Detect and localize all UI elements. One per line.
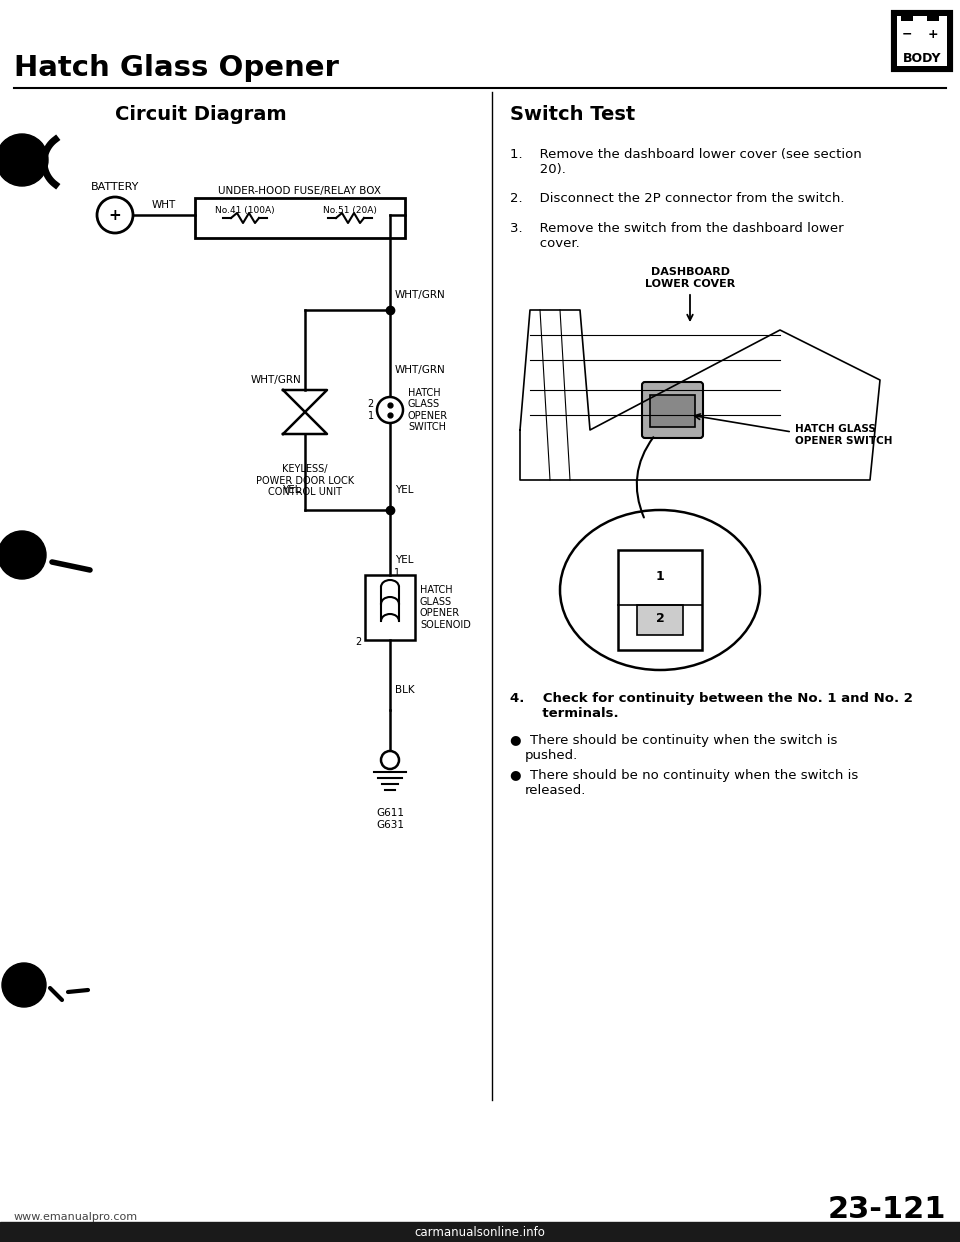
Text: HATCH GLASS
OPENER SWITCH: HATCH GLASS OPENER SWITCH [795,425,893,446]
Text: BLK: BLK [395,686,415,696]
Circle shape [2,963,46,1007]
Circle shape [0,532,46,579]
Circle shape [0,134,48,186]
Text: released.: released. [525,784,587,797]
Text: BODY: BODY [902,51,941,65]
Text: WHT/GRN: WHT/GRN [251,375,301,385]
Text: ●  There should be continuity when the switch is: ● There should be continuity when the sw… [510,734,837,746]
Text: HATCH
GLASS
OPENER
SOLENOID: HATCH GLASS OPENER SOLENOID [420,585,470,630]
Text: 2: 2 [356,637,362,647]
Text: −: − [901,27,912,41]
Polygon shape [283,390,327,412]
Text: UNDER-HOOD FUSE/RELAY BOX: UNDER-HOOD FUSE/RELAY BOX [219,186,381,196]
Text: +: + [927,27,938,41]
Bar [637,605,683,635]
Text: www.emanualpro.com: www.emanualpro.com [14,1212,138,1222]
Text: 20).: 20). [510,163,565,176]
Polygon shape [283,412,327,433]
Bar [901,11,913,21]
Text: cover.: cover. [510,237,580,250]
Text: terminals.: terminals. [510,707,618,720]
Text: BATTERY: BATTERY [91,183,139,193]
Text: carmanualsonline.info: carmanualsonline.info [415,1226,545,1238]
Bar [618,550,702,650]
Text: No.41 (100A): No.41 (100A) [215,205,275,215]
Text: 23-121: 23-121 [828,1196,946,1225]
Bar [650,395,695,427]
Text: Circuit Diagram: Circuit Diagram [115,106,287,124]
Text: WHT: WHT [152,200,176,210]
Text: 1: 1 [368,411,374,421]
Text: YEL: YEL [282,484,301,496]
Text: DASHBOARD: DASHBOARD [651,267,730,277]
Text: KEYLESS/
POWER DOOR LOCK
CONTROL UNIT: KEYLESS/ POWER DOOR LOCK CONTROL UNIT [256,465,354,497]
Text: G611
G631: G611 G631 [376,809,404,830]
Text: 3.    Remove the switch from the dashboard lower: 3. Remove the switch from the dashboard … [510,222,844,235]
Bar [0,1222,960,1242]
Text: WHT/GRN: WHT/GRN [395,365,445,375]
Text: Hatch Glass Opener: Hatch Glass Opener [14,53,339,82]
Text: YEL: YEL [395,484,414,496]
Text: 4.    Check for continuity between the No. 1 and No. 2: 4. Check for continuity between the No. … [510,692,913,705]
Text: Switch Test: Switch Test [510,106,636,124]
FancyBboxPatch shape [642,383,703,438]
Text: ●  There should be no continuity when the switch is: ● There should be no continuity when the… [510,769,858,782]
Text: pushed.: pushed. [525,749,578,763]
Text: LOWER COVER: LOWER COVER [645,279,735,289]
Text: 1: 1 [656,570,664,582]
Bar [927,11,939,21]
Bar [365,575,415,640]
Text: WHT/GRN: WHT/GRN [395,289,445,301]
Text: 2.    Disconnect the 2P connector from the switch.: 2. Disconnect the 2P connector from the … [510,193,845,205]
Text: 2: 2 [368,399,374,409]
Bar [897,16,947,66]
Text: 2: 2 [656,611,664,625]
Bar [195,197,405,238]
Text: HATCH
GLASS
OPENER
SWITCH: HATCH GLASS OPENER SWITCH [408,388,448,432]
Text: 1: 1 [394,568,400,578]
Text: +: + [108,207,121,222]
Text: YEL: YEL [395,555,414,565]
Bar [893,12,951,70]
Text: No.51 (20A): No.51 (20A) [324,205,377,215]
Text: 1.    Remove the dashboard lower cover (see section: 1. Remove the dashboard lower cover (see… [510,148,862,161]
